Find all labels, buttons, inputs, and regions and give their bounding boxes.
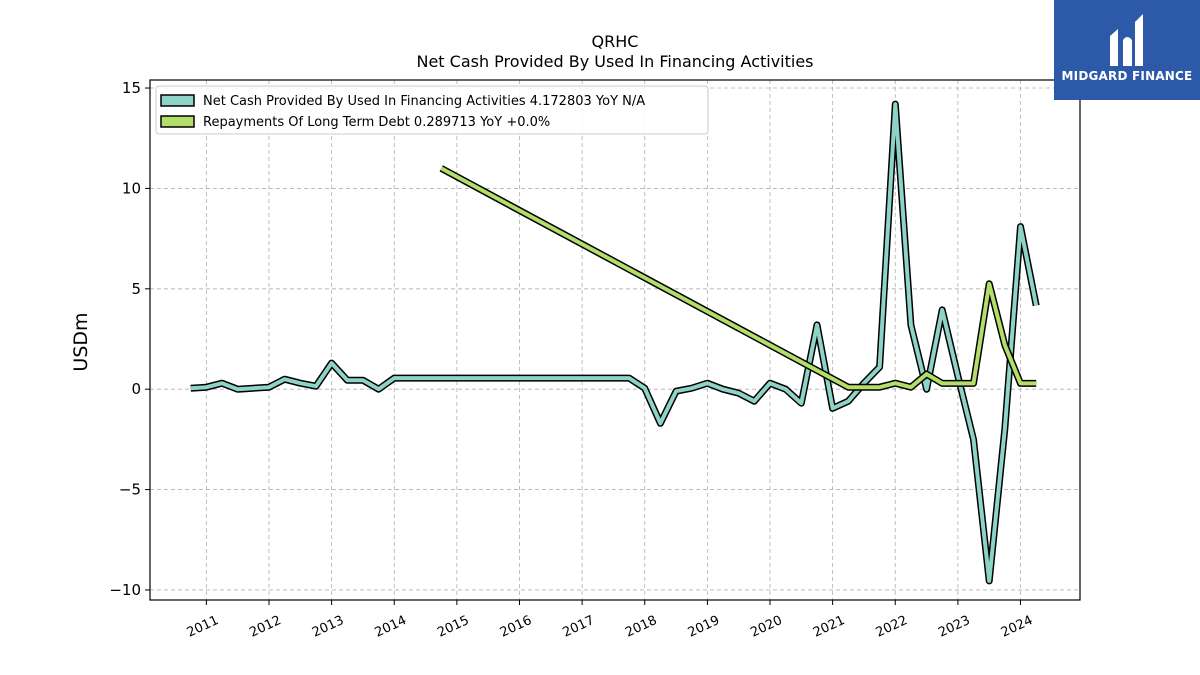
y-tick-label: 15 [122, 79, 141, 97]
x-tick-label: 2016 [498, 613, 534, 641]
midgard-finance-logo: MIDGARD FINANCE [1054, 0, 1200, 100]
x-tick-label: 2019 [686, 613, 722, 641]
y-tick-label: 5 [131, 280, 141, 298]
legend-swatch [160, 115, 195, 128]
series-1-outline [439, 165, 1037, 391]
x-tick-label: 2022 [874, 613, 910, 641]
logo-text: MIDGARD FINANCE [1061, 69, 1193, 83]
legend-box [155, 85, 709, 135]
x-tick-label: 2020 [748, 613, 784, 641]
x-tick-label: 2014 [373, 613, 409, 641]
x-tick-label: 2024 [999, 613, 1035, 641]
y-tick-label: 10 [122, 179, 141, 197]
legend-entry: Net Cash Provided By Used In Financing A… [203, 94, 645, 109]
legend-entry: Repayments Of Long Term Debt 0.289713 Yo… [203, 115, 550, 130]
chart-subtitle: Net Cash Provided By Used In Financing A… [416, 52, 813, 71]
legend: Net Cash Provided By Used In Financing A… [155, 85, 709, 135]
series-1-line [440, 166, 1037, 390]
legend-swatch [160, 94, 195, 107]
x-axis-ticks: 2011 2012 2013 2014 2015 2016 2017 2018 2019 2020… [185, 600, 1035, 641]
plot-frame [149, 79, 1081, 601]
chart-title: QRHC [592, 32, 639, 51]
series-0-line [190, 102, 1039, 583]
x-tick-label: 2023 [936, 613, 972, 641]
x-tick-label: 2017 [560, 613, 596, 641]
logo-mark-icon [1110, 14, 1143, 66]
y-axis-label: USDm [70, 312, 92, 371]
x-tick-label: 2015 [435, 613, 471, 641]
grid [150, 80, 1080, 600]
x-tick-label: 2013 [310, 613, 346, 641]
x-tick-label: 2018 [623, 613, 659, 641]
y-tick-label: 0 [131, 380, 141, 398]
x-tick-label: 2021 [811, 613, 847, 641]
x-tick-label: 2011 [185, 613, 221, 641]
series-lines [190, 100, 1040, 585]
y-axis-ticks: 15 10 5 0 −5 −10 [109, 79, 150, 599]
y-tick-label: −10 [109, 581, 141, 599]
y-tick-label: −5 [119, 481, 141, 499]
series-0-outline [190, 100, 1040, 585]
x-tick-label: 2012 [247, 613, 283, 641]
